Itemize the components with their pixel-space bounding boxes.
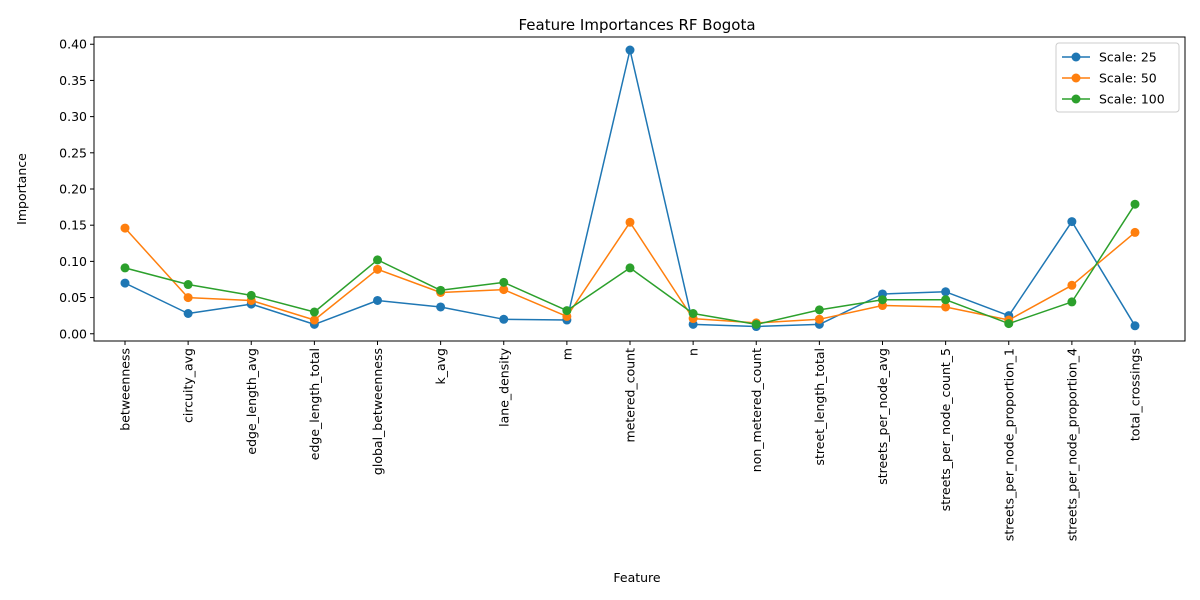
y-axis-label: Importance: [14, 153, 29, 225]
legend-marker: [1071, 73, 1081, 83]
data-point: [1067, 297, 1077, 307]
data-point: [120, 263, 130, 273]
series-line-2: [124, 221, 1136, 324]
data-point: [120, 278, 130, 288]
x-axis-label: Feature: [613, 570, 661, 585]
x-tick-label: lane_density: [496, 347, 511, 426]
data-point: [309, 307, 319, 317]
data-point: [1067, 217, 1077, 227]
legend-label: Scale: 100: [1099, 92, 1165, 107]
x-tick-label: street_length_total: [812, 348, 827, 466]
data-point: [436, 302, 446, 312]
y-tick-label: 0.10: [59, 254, 87, 269]
y-tick-label: 0.35: [59, 73, 87, 88]
y-tick-label: 0.40: [59, 37, 87, 52]
plot-frame: [93, 36, 1186, 342]
y-tick-label: 0.20: [59, 182, 87, 197]
data-point: [688, 308, 698, 318]
data-point: [814, 314, 824, 324]
data-point: [941, 302, 951, 312]
data-point: [373, 264, 382, 274]
data-point: [183, 293, 193, 303]
data-point: [562, 306, 572, 316]
data-point: [499, 277, 509, 287]
y-tick-label: 0.05: [59, 290, 87, 305]
data-point: [373, 295, 382, 305]
legend-marker: [1071, 52, 1081, 62]
x-tick-label: edge_length_total: [307, 348, 322, 460]
y-axis-ticks: 0.00 0.05 0.10 0.15 0.20 0.25 0.30 0.35 0.40: [59, 37, 94, 341]
data-point: [183, 308, 193, 318]
data-point: [1130, 227, 1140, 237]
data-point: [878, 295, 887, 305]
x-tick-label: betweenness: [118, 348, 133, 431]
legend-marker: [1071, 94, 1081, 104]
data-point: [1004, 319, 1014, 329]
y-tick-label: 0.00: [59, 326, 87, 341]
plot-lines: [124, 49, 1136, 328]
x-tick-label: global_betweenness: [370, 348, 385, 475]
data-point: [436, 285, 446, 295]
y-tick-label: 0.25: [59, 145, 87, 160]
legend-label: Scale: 25: [1099, 50, 1157, 65]
data-point: [625, 217, 635, 227]
data-point: [183, 280, 193, 290]
data-point: [814, 305, 824, 315]
x-tick-label: streets_per_node_proportion_1: [1001, 348, 1016, 541]
data-point: [941, 287, 951, 297]
chart-title: Feature Importances RF Bogota: [518, 16, 755, 34]
legend-label: Scale: 50: [1099, 71, 1157, 86]
x-tick-label: streets_per_node_count_5: [938, 348, 953, 511]
x-tick-label: n: [686, 348, 701, 356]
data-point: [246, 290, 256, 300]
data-point: [309, 315, 319, 325]
x-tick-label: k_avg: [433, 348, 448, 384]
x-tick-label: circuity_avg: [181, 348, 196, 423]
data-point: [120, 223, 130, 233]
data-point: [1067, 280, 1077, 290]
x-tick-label: m: [559, 348, 574, 360]
x-tick-label: edge_length_avg: [244, 348, 259, 455]
legend: Scale: 25 Scale: 50 Scale: 100: [1055, 42, 1180, 113]
y-tick-label: 0.15: [59, 218, 87, 233]
x-tick-label: metered_count: [623, 348, 638, 443]
series-line-1: [124, 49, 1136, 328]
data-point: [625, 45, 635, 55]
legend-box: [1055, 42, 1180, 113]
x-tick-label: streets_per_node_proportion_4: [1064, 348, 1079, 541]
data-point: [751, 319, 761, 329]
x-tick-label: total_crossings: [1128, 348, 1143, 441]
data-point: [1130, 199, 1140, 209]
x-axis-ticks: betweenness circuity_avg edge_length_avg ed…: [118, 341, 1143, 541]
data-point: [941, 295, 951, 305]
data-point: [1130, 321, 1140, 331]
y-tick-label: 0.30: [59, 109, 87, 124]
data-point: [499, 285, 509, 295]
data-point: [499, 314, 509, 324]
plot-markers: [120, 45, 1140, 332]
x-tick-label: non_metered_count: [749, 348, 764, 472]
data-point: [625, 263, 635, 273]
x-tick-label: streets_per_node_avg: [875, 348, 890, 485]
data-point: [373, 255, 382, 265]
